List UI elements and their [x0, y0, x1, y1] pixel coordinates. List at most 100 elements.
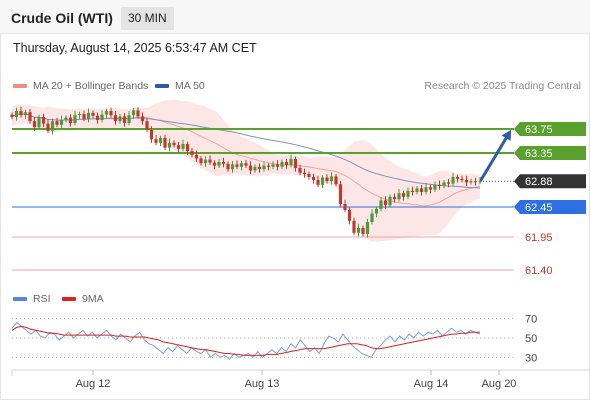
candle-body — [464, 180, 469, 183]
timeframe-badge[interactable]: 30 MIN — [121, 7, 174, 30]
candle-body — [442, 182, 446, 186]
candle-body — [253, 166, 257, 171]
candle-body — [226, 163, 230, 170]
candle-body — [455, 177, 460, 179]
candle-body — [437, 184, 442, 186]
candle-body — [185, 144, 190, 152]
candle-body — [41, 117, 46, 124]
legend-ma20-swatch — [13, 84, 27, 89]
candle-body — [397, 193, 401, 200]
candle-body — [370, 213, 374, 222]
candle-body — [244, 163, 248, 166]
candle-body — [95, 115, 100, 120]
candle-body — [212, 162, 217, 166]
x-tick-label-1: Aug 13 — [245, 378, 280, 390]
candle-body — [356, 228, 361, 233]
candle-body — [172, 142, 176, 146]
rsi-line — [11, 321, 481, 361]
candle-body — [419, 188, 424, 192]
candle-body — [77, 114, 82, 116]
candle-body — [365, 222, 370, 234]
candle-body — [343, 204, 347, 210]
legend-ma20: MA 20 + Bollinger Bands — [13, 80, 148, 92]
candle-body — [122, 116, 127, 123]
candle-body — [55, 121, 59, 125]
x-tick-label-3: Aug 20 — [482, 378, 517, 390]
legend-rsi-swatch — [13, 297, 27, 302]
candle-body — [163, 138, 167, 148]
x-tick-label-0: Aug 12 — [76, 378, 111, 390]
candle-body — [302, 172, 307, 174]
candle-body — [460, 178, 464, 180]
legend-ma50-swatch — [155, 84, 169, 89]
candle-body — [176, 145, 181, 149]
candle-body — [23, 112, 28, 116]
candle-body — [316, 180, 320, 185]
candle-body — [73, 115, 77, 123]
candle-body — [68, 117, 73, 123]
timestamp: Thursday, August 14, 2025 6:53:47 AM CET — [13, 41, 257, 55]
candle-body — [338, 184, 343, 204]
forecast-arrow-head — [501, 129, 512, 141]
candle-body — [46, 123, 50, 131]
candle-body — [347, 210, 352, 221]
candle-body — [217, 162, 221, 166]
x-tick-label-2: Aug 14 — [414, 378, 449, 390]
candle-body — [28, 112, 32, 122]
forecast-arrow-shaft — [479, 133, 510, 182]
legend-9ma: 9MA — [62, 293, 104, 305]
candle-body — [230, 164, 235, 170]
candle-body — [478, 181, 482, 183]
candle-body — [199, 158, 203, 164]
candle-body — [140, 116, 145, 122]
candle-body — [415, 188, 419, 192]
candle-body — [257, 166, 262, 170]
level-label-63-75-tag — [514, 122, 586, 136]
candle-body — [136, 110, 140, 117]
candle-body — [451, 177, 455, 184]
level-label-63-35-tag — [514, 146, 586, 160]
legend-9ma-swatch — [62, 297, 76, 302]
candle-body — [379, 200, 383, 209]
candle-body — [320, 177, 325, 185]
candle-body — [374, 208, 379, 214]
level-label-61-95: 61.95 — [525, 232, 553, 244]
candle-body — [469, 181, 473, 183]
candle-body — [433, 184, 437, 190]
legend-ma50: MA 50 — [155, 80, 205, 92]
candle-body — [221, 162, 226, 164]
candle-body — [298, 168, 302, 173]
level-label-62-88: 62.88 — [525, 176, 553, 188]
candle-body — [235, 164, 239, 167]
rsi-tick-70: 70 — [525, 314, 537, 326]
candle-body — [329, 176, 334, 182]
candle-body — [266, 165, 271, 167]
candle-body — [149, 129, 154, 140]
legend-ma20-label: MA 20 + Bollinger Bands — [33, 80, 149, 92]
chart-header: Crude Oil (WTI) 30 MIN — [0, 0, 590, 34]
candle-body — [113, 115, 118, 122]
rsi-tick-50: 50 — [525, 333, 537, 345]
candle-body — [181, 144, 185, 149]
bollinger-band — [12, 100, 480, 242]
candle-body — [127, 115, 131, 123]
level-label-61-40: 61.40 — [525, 265, 553, 277]
candle-body — [388, 196, 392, 206]
rsi-9ma-line — [11, 325, 480, 356]
candle-body — [118, 116, 122, 122]
candle-body — [145, 121, 149, 130]
candle-body — [131, 110, 136, 116]
candle-body — [104, 111, 109, 115]
rsi-tick-30: 30 — [525, 352, 537, 364]
candle-body — [428, 187, 433, 190]
candle-body — [334, 176, 338, 185]
candle-body — [37, 117, 41, 128]
candle-body — [392, 196, 397, 200]
candle-body — [311, 177, 316, 180]
research-credit: Research © 2025 Trading Central — [424, 80, 581, 92]
candle-body — [50, 121, 55, 131]
candle-body — [109, 111, 113, 116]
candle-body — [14, 111, 19, 117]
candle-body — [383, 200, 388, 206]
